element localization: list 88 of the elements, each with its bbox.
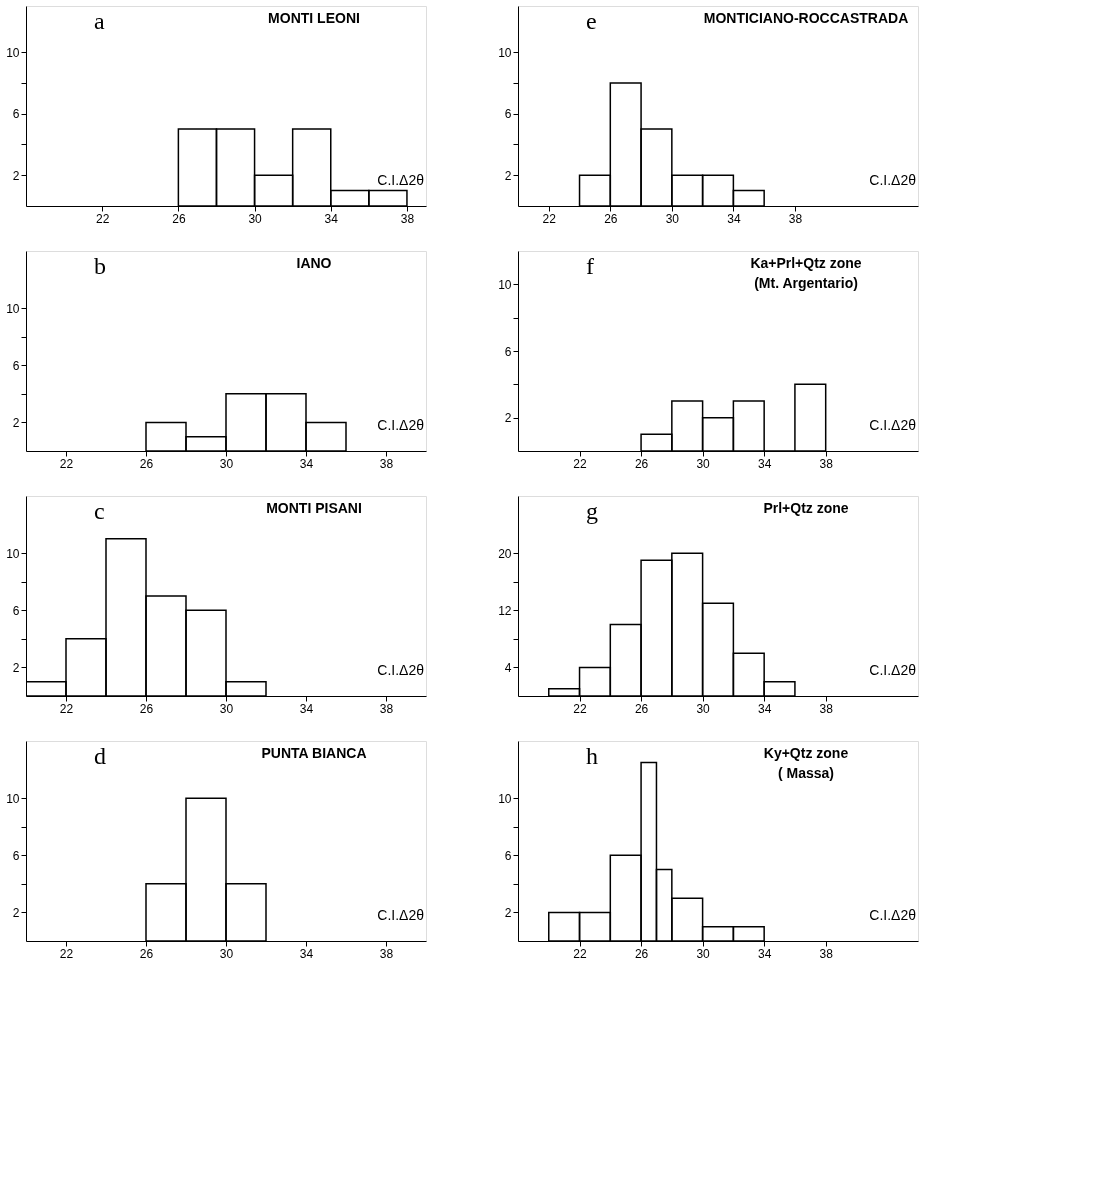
x-tick-label: 30 xyxy=(696,946,711,961)
x-axis-title: C.I.Δ2θ xyxy=(377,172,425,188)
y-tick-label: 6 xyxy=(12,848,20,863)
x-tick-label: 26 xyxy=(634,946,649,961)
y-tick-label: 10 xyxy=(6,301,20,316)
x-tick-label: 38 xyxy=(379,946,394,961)
x-tick-label: 34 xyxy=(299,701,314,716)
y-tick-label: 10 xyxy=(6,45,20,60)
x-tick-label: 26 xyxy=(139,946,154,961)
x-tick-label: 22 xyxy=(59,456,74,471)
y-tick-label: 2 xyxy=(504,905,512,920)
y-tick-label: 2 xyxy=(12,415,20,430)
text: Ka+Prl+Qtz zone (Mt. Argentario) xyxy=(750,255,862,291)
chart-title: g xyxy=(586,498,598,524)
x-axis-title: C.I.Δ2θ xyxy=(869,417,917,433)
chart-title: a xyxy=(94,8,105,34)
y-tick-label: 6 xyxy=(12,358,20,373)
y-tick-label: 10 xyxy=(6,791,20,806)
chart-title: h xyxy=(586,743,598,769)
chart-title: b xyxy=(94,253,106,279)
x-tick-label: 38 xyxy=(400,211,415,226)
y-tick-label: 2 xyxy=(12,660,20,675)
x-tick-label: 26 xyxy=(139,456,154,471)
y-tick-label: 6 xyxy=(12,603,20,618)
x-tick-label: 22 xyxy=(59,946,74,961)
chart-title: c xyxy=(94,498,105,524)
x-tick-label: 34 xyxy=(324,211,339,226)
x-tick-label: 34 xyxy=(727,211,741,226)
x-tick-label: 30 xyxy=(665,211,680,226)
text: Ky+Qtz zone ( Massa) xyxy=(763,745,849,781)
y-tick-label: 2 xyxy=(12,168,20,183)
y-tick-label: 10 xyxy=(498,791,512,806)
chart-subtitle: Prl+Qtz zone xyxy=(763,500,849,516)
y-tick-label: 2 xyxy=(504,411,512,426)
x-tick-label: 34 xyxy=(299,456,314,471)
chart-subtitle: PUNTA BIANCA xyxy=(261,745,367,761)
y-tick-label: 6 xyxy=(504,344,512,359)
x-tick-label: 26 xyxy=(634,456,649,471)
chart-subtitle: MONTICIANO-ROCCASTRADA xyxy=(703,10,909,26)
x-tick-label: 34 xyxy=(757,456,772,471)
x-tick-label: 34 xyxy=(757,701,772,716)
x-tick-label: 26 xyxy=(604,211,618,226)
x-tick-label: 30 xyxy=(219,946,234,961)
x-tick-label: 38 xyxy=(788,211,803,226)
y-tick-label: 20 xyxy=(498,546,512,561)
x-tick-label: 38 xyxy=(379,456,394,471)
x-axis-title: C.I.Δ2θ xyxy=(377,662,425,678)
chart-title: f xyxy=(586,253,594,279)
y-tick-label: 12 xyxy=(498,603,512,618)
x-tick-label: 30 xyxy=(219,456,234,471)
x-tick-label: 30 xyxy=(219,701,234,716)
x-tick-label: 26 xyxy=(139,701,154,716)
x-tick-label: 22 xyxy=(59,701,74,716)
y-tick-label: 10 xyxy=(498,277,512,292)
x-tick-label: 38 xyxy=(819,946,834,961)
y-tick-label: 10 xyxy=(6,546,20,561)
x-tick-label: 38 xyxy=(379,701,394,716)
y-tick-label: 2 xyxy=(504,168,512,183)
x-tick-label: 38 xyxy=(819,701,834,716)
y-tick-label: 6 xyxy=(504,107,512,122)
x-tick-label: 26 xyxy=(172,211,186,226)
x-tick-label: 26 xyxy=(634,701,649,716)
x-tick-label: 30 xyxy=(696,456,711,471)
x-tick-label: 22 xyxy=(542,211,557,226)
x-tick-label: 22 xyxy=(96,211,110,226)
x-tick-label: 30 xyxy=(248,211,263,226)
x-axis-title: C.I.Δ2θ xyxy=(377,907,425,923)
y-tick-label: 10 xyxy=(498,45,512,60)
y-tick-label: 2 xyxy=(12,905,20,920)
x-axis-title: C.I.Δ2θ xyxy=(869,907,917,923)
x-tick-label: 34 xyxy=(299,946,314,961)
chart-title: d xyxy=(94,743,106,769)
x-axis-title: C.I.Δ2θ xyxy=(869,172,917,188)
chart-title: e xyxy=(586,8,597,34)
chart-subtitle: IANO xyxy=(296,255,332,271)
x-tick-label: 22 xyxy=(573,456,588,471)
x-axis-title: C.I.Δ2θ xyxy=(869,662,917,678)
x-tick-label: 34 xyxy=(757,946,772,961)
x-axis-title: C.I.Δ2θ xyxy=(377,417,425,433)
x-tick-label: 22 xyxy=(573,946,588,961)
x-tick-label: 38 xyxy=(819,456,834,471)
y-tick-label: 6 xyxy=(504,848,512,863)
y-tick-label: 4 xyxy=(504,660,512,675)
chart-subtitle: MONTI PISANI xyxy=(266,500,362,516)
x-tick-label: 22 xyxy=(573,701,588,716)
chart-subtitle: MONTI LEONI xyxy=(268,10,360,26)
x-tick-label: 30 xyxy=(696,701,711,716)
y-tick-label: 6 xyxy=(12,107,20,122)
